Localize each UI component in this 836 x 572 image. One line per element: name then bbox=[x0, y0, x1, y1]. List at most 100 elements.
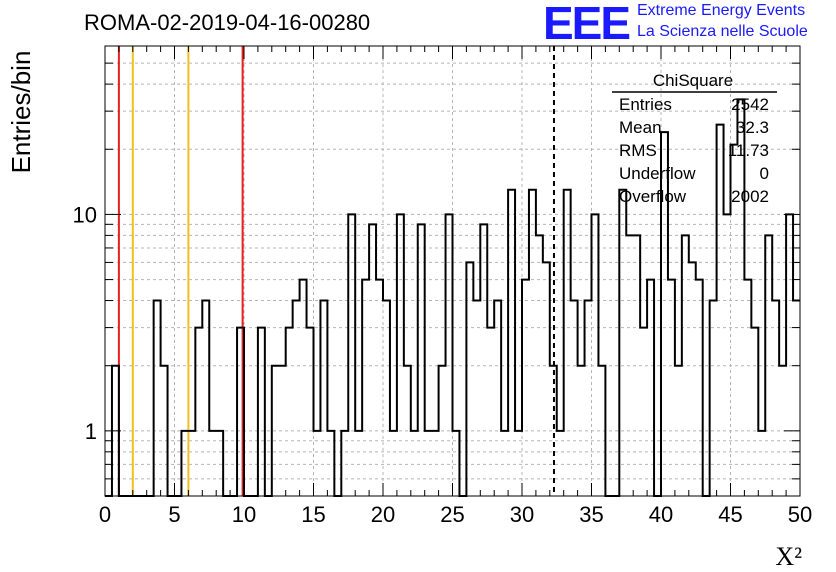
y-tick-label: 10 bbox=[73, 202, 97, 227]
histogram-step bbox=[105, 98, 800, 497]
histogram-bin bbox=[494, 301, 501, 496]
histogram-bin bbox=[689, 262, 696, 496]
histogram-bin bbox=[592, 214, 599, 496]
histogram-bin bbox=[279, 366, 286, 496]
x-tick-label: 5 bbox=[168, 502, 180, 527]
histogram-bin bbox=[397, 214, 404, 496]
histogram-bin bbox=[696, 280, 703, 496]
histogram-bin bbox=[314, 431, 321, 496]
y-axis-label: Entries/bin bbox=[6, 51, 36, 174]
histogram-bin bbox=[536, 235, 543, 496]
histogram-bin bbox=[772, 301, 779, 496]
stats-value: 2542 bbox=[731, 95, 769, 114]
histogram-bin bbox=[765, 235, 772, 496]
histogram-bin bbox=[578, 366, 585, 496]
x-tick-label: 40 bbox=[649, 502, 673, 527]
x-tick-label: 50 bbox=[788, 502, 812, 527]
stats-value: 2002 bbox=[731, 187, 769, 206]
histogram-bin bbox=[181, 431, 188, 496]
stats-label: Mean bbox=[619, 118, 662, 137]
histogram-bin bbox=[341, 431, 348, 496]
histogram-bin bbox=[668, 280, 675, 496]
x-tick-label: 25 bbox=[440, 502, 464, 527]
histogram-bin bbox=[216, 431, 223, 496]
histogram-bin bbox=[286, 328, 293, 496]
stats-label: Underflow bbox=[619, 164, 696, 183]
histogram-bin bbox=[327, 431, 334, 496]
histogram-bin bbox=[501, 431, 508, 496]
histogram-bin bbox=[585, 301, 592, 496]
x-tick-label: 15 bbox=[301, 502, 325, 527]
histogram-bin bbox=[376, 280, 383, 496]
histogram-bin bbox=[758, 431, 765, 496]
stats-label: Overflow bbox=[619, 187, 687, 206]
histogram-bin bbox=[682, 235, 689, 496]
histogram-bin bbox=[744, 280, 751, 496]
histogram-bin bbox=[161, 366, 168, 496]
histogram-bin bbox=[300, 280, 307, 496]
histogram-bin bbox=[717, 125, 724, 496]
eee-logo: EEE bbox=[543, 0, 631, 49]
x-tick-label: 45 bbox=[718, 502, 742, 527]
histogram-bin bbox=[633, 235, 640, 496]
histogram-bin bbox=[598, 366, 605, 496]
histogram-bin bbox=[480, 224, 487, 496]
histogram-bin bbox=[564, 190, 571, 496]
histogram-bin bbox=[515, 431, 522, 496]
histogram-bin bbox=[647, 280, 654, 496]
histogram-bin bbox=[619, 190, 626, 496]
chart-title: ROMA-02-2019-04-16-00280 bbox=[84, 10, 371, 35]
histogram-bin bbox=[258, 328, 265, 496]
histogram-bin bbox=[439, 366, 446, 496]
histogram-bin bbox=[675, 366, 682, 496]
histogram-bin bbox=[724, 214, 731, 496]
histogram-bin bbox=[557, 431, 564, 496]
logo-caption-line2: La Scienza nelle Scuole bbox=[637, 23, 808, 40]
histogram-bin bbox=[508, 190, 515, 496]
histogram-bin bbox=[320, 301, 327, 496]
stats-value: 0 bbox=[760, 164, 769, 183]
histogram-bin bbox=[522, 280, 529, 496]
histogram-bin bbox=[571, 301, 578, 496]
histogram-bin bbox=[293, 301, 300, 496]
histogram-bin bbox=[307, 328, 314, 496]
histogram-bin bbox=[195, 328, 202, 496]
histogram-bin bbox=[751, 328, 758, 496]
x-axis-label: X² bbox=[775, 542, 802, 571]
stats-label: RMS bbox=[619, 141, 657, 160]
x-tick-label: 10 bbox=[232, 502, 256, 527]
histogram-bin bbox=[487, 328, 494, 496]
logo-caption-line1: Extreme Energy Events bbox=[637, 2, 806, 19]
histogram-bin bbox=[710, 301, 717, 496]
histogram-bin bbox=[466, 262, 473, 496]
stats-value: 32.3 bbox=[736, 118, 769, 137]
histogram-bin bbox=[272, 366, 279, 496]
histogram-bin bbox=[550, 366, 557, 496]
histogram-bin bbox=[237, 328, 244, 496]
histogram-bin bbox=[432, 431, 439, 496]
histogram-bin bbox=[404, 366, 411, 496]
histogram-bin bbox=[640, 328, 647, 496]
histogram-bin bbox=[154, 301, 161, 496]
y-tick-label: 1 bbox=[85, 419, 97, 444]
histogram-bin bbox=[369, 224, 376, 496]
x-tick-label: 20 bbox=[371, 502, 395, 527]
histogram-bin bbox=[418, 224, 425, 496]
histogram-bin bbox=[390, 431, 397, 496]
histogram-bin bbox=[188, 431, 195, 496]
histogram-bin bbox=[411, 431, 418, 496]
stats-title: ChiSquare bbox=[653, 71, 733, 90]
stats-label: Entries bbox=[619, 95, 672, 114]
histogram-bin bbox=[473, 301, 480, 496]
x-tick-label: 0 bbox=[99, 502, 111, 527]
x-tick-label: 30 bbox=[510, 502, 534, 527]
histogram-bin bbox=[425, 431, 432, 496]
histogram-bin bbox=[543, 262, 550, 496]
histogram-bin bbox=[202, 301, 209, 496]
histogram-bin bbox=[348, 214, 355, 496]
histogram-bin bbox=[209, 431, 216, 496]
stats-value: 11.73 bbox=[728, 141, 769, 160]
histogram-bin bbox=[355, 431, 362, 496]
histogram-bin bbox=[626, 235, 633, 496]
